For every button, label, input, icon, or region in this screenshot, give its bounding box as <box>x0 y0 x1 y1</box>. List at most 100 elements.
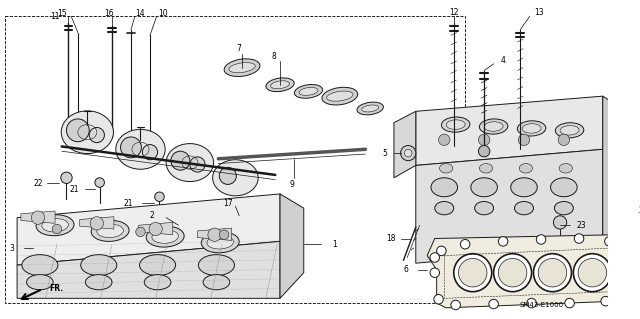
Circle shape <box>605 237 614 246</box>
Text: 3: 3 <box>9 243 14 253</box>
Ellipse shape <box>116 130 165 169</box>
Ellipse shape <box>198 255 234 276</box>
Circle shape <box>61 172 72 183</box>
Circle shape <box>67 119 89 142</box>
Text: 20: 20 <box>639 205 640 215</box>
Ellipse shape <box>146 226 184 247</box>
Ellipse shape <box>27 275 53 290</box>
Text: 13: 13 <box>534 8 544 17</box>
Circle shape <box>436 246 446 256</box>
Text: 19: 19 <box>639 187 640 196</box>
Polygon shape <box>80 217 114 229</box>
Circle shape <box>554 216 566 229</box>
Ellipse shape <box>322 87 358 105</box>
Text: 7: 7 <box>237 44 242 53</box>
Ellipse shape <box>623 189 640 199</box>
Ellipse shape <box>517 121 546 136</box>
Text: 9: 9 <box>290 180 295 189</box>
Circle shape <box>95 178 104 187</box>
Ellipse shape <box>628 191 640 196</box>
Circle shape <box>493 254 532 292</box>
Circle shape <box>31 211 45 224</box>
Circle shape <box>52 224 61 234</box>
Ellipse shape <box>479 164 493 173</box>
Text: 2: 2 <box>150 211 154 220</box>
Ellipse shape <box>554 202 573 215</box>
Circle shape <box>489 299 499 309</box>
Circle shape <box>499 258 527 287</box>
Text: 6: 6 <box>404 265 409 274</box>
Circle shape <box>527 298 536 308</box>
Text: 4: 4 <box>500 56 506 64</box>
Text: 16: 16 <box>104 9 114 18</box>
Ellipse shape <box>475 202 493 215</box>
Circle shape <box>90 217 104 230</box>
Circle shape <box>601 296 611 306</box>
Ellipse shape <box>294 85 323 98</box>
Circle shape <box>149 222 163 236</box>
Ellipse shape <box>431 178 458 197</box>
Ellipse shape <box>81 255 116 276</box>
Circle shape <box>612 275 622 284</box>
Ellipse shape <box>299 87 318 95</box>
Text: SM43-E1000: SM43-E1000 <box>519 302 563 308</box>
Text: 10: 10 <box>159 9 168 18</box>
Ellipse shape <box>362 105 379 112</box>
Ellipse shape <box>22 255 58 276</box>
Circle shape <box>479 145 490 157</box>
Text: 21: 21 <box>124 199 133 208</box>
Ellipse shape <box>440 164 452 173</box>
Ellipse shape <box>556 123 584 138</box>
Ellipse shape <box>511 178 538 197</box>
Ellipse shape <box>446 120 465 130</box>
Circle shape <box>558 134 570 145</box>
Circle shape <box>155 192 164 202</box>
Ellipse shape <box>266 78 294 92</box>
Circle shape <box>536 235 546 244</box>
Circle shape <box>612 258 622 268</box>
Ellipse shape <box>91 220 129 241</box>
Text: 22: 22 <box>33 179 43 188</box>
Text: 12: 12 <box>449 8 458 17</box>
Ellipse shape <box>203 275 230 290</box>
Ellipse shape <box>42 219 68 232</box>
Text: FR.: FR. <box>49 284 63 293</box>
Circle shape <box>430 253 440 262</box>
Ellipse shape <box>97 224 124 238</box>
Ellipse shape <box>326 91 353 101</box>
Circle shape <box>451 300 460 310</box>
Ellipse shape <box>144 275 171 290</box>
Ellipse shape <box>271 81 289 89</box>
Circle shape <box>518 134 530 145</box>
Circle shape <box>401 145 416 161</box>
Polygon shape <box>416 96 603 166</box>
Text: 15: 15 <box>57 9 67 18</box>
Ellipse shape <box>152 230 179 243</box>
Ellipse shape <box>515 202 534 215</box>
Ellipse shape <box>357 102 383 115</box>
Circle shape <box>171 151 190 170</box>
Text: 21: 21 <box>69 185 79 194</box>
Ellipse shape <box>166 144 214 182</box>
Circle shape <box>573 254 611 292</box>
Circle shape <box>534 254 572 292</box>
Circle shape <box>565 298 574 308</box>
Text: 14: 14 <box>136 9 145 18</box>
Ellipse shape <box>550 178 577 197</box>
Ellipse shape <box>229 63 255 73</box>
Text: 18: 18 <box>387 234 396 243</box>
Ellipse shape <box>559 164 572 173</box>
Circle shape <box>142 145 157 160</box>
Ellipse shape <box>201 232 239 253</box>
Circle shape <box>578 258 607 287</box>
Ellipse shape <box>484 122 503 131</box>
Text: 8: 8 <box>271 52 276 61</box>
Ellipse shape <box>212 160 258 196</box>
Circle shape <box>479 134 490 145</box>
Ellipse shape <box>61 111 113 153</box>
Circle shape <box>430 268 440 278</box>
Polygon shape <box>280 194 304 298</box>
Text: 23: 23 <box>576 221 586 230</box>
Ellipse shape <box>140 255 175 276</box>
Circle shape <box>434 294 444 304</box>
